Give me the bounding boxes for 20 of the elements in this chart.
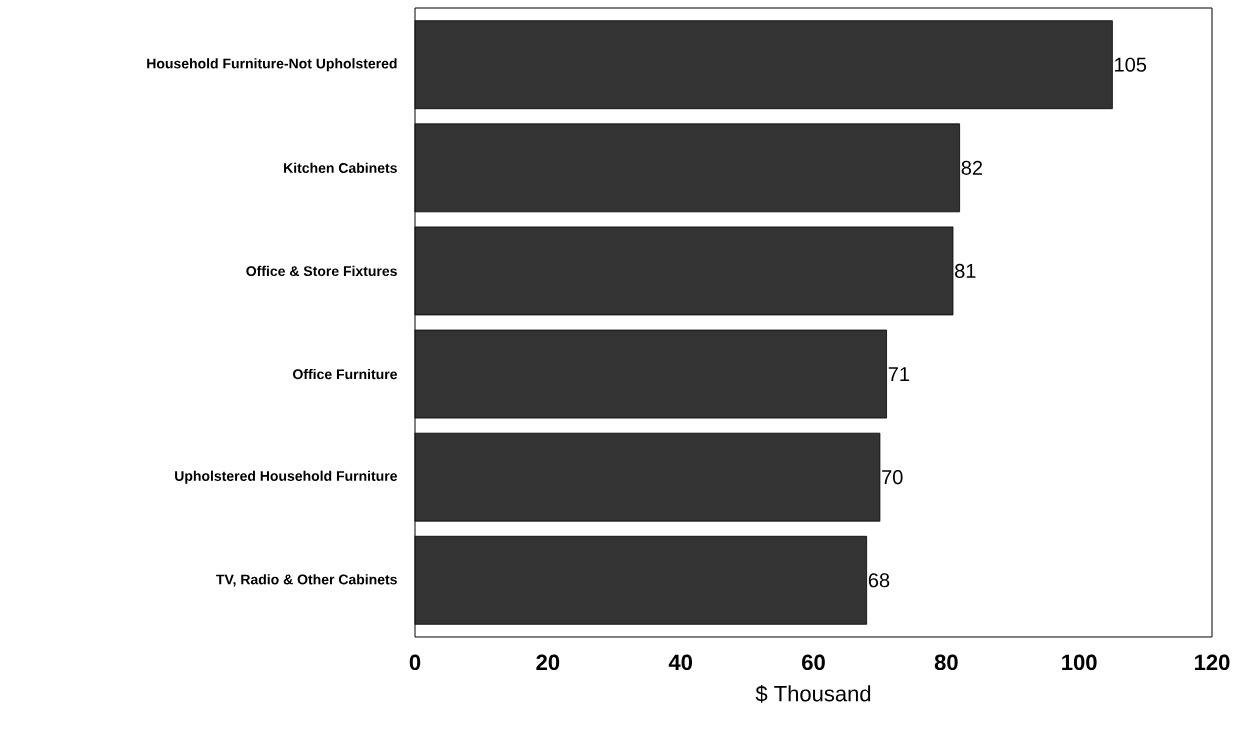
- x-tick-label: 100: [1062, 654, 1097, 671]
- x-tick-label: 80: [934, 654, 958, 671]
- x-tick-label: 0: [409, 654, 421, 671]
- y-tick-label: Kitchen Cabinets: [284, 162, 397, 173]
- data-label: 70: [882, 470, 903, 485]
- y-tick-label: Office & Store Fixtures: [246, 265, 397, 277]
- y-tick-label: Household Furniture-Not Upholstered: [147, 58, 397, 72]
- x-tick-label: 40: [668, 654, 693, 671]
- data-label: 105: [1115, 57, 1147, 72]
- y-tick-label: Office Furniture: [293, 368, 397, 380]
- data-label: 81: [955, 263, 976, 279]
- data-label: 82: [961, 160, 983, 175]
- y-tick-label: Upholstered Household Furniture: [175, 470, 397, 484]
- x-tick-label: 120: [1195, 654, 1230, 671]
- y-tick-label: TV, Radio & Other Cabinets: [216, 574, 397, 587]
- x-tick-label: 60: [802, 654, 825, 671]
- data-label: 68: [868, 573, 890, 588]
- data-label: 71: [888, 367, 910, 381]
- x-axis-title: $ Thousand: [755, 684, 871, 703]
- x-tick-label: 20: [536, 654, 560, 671]
